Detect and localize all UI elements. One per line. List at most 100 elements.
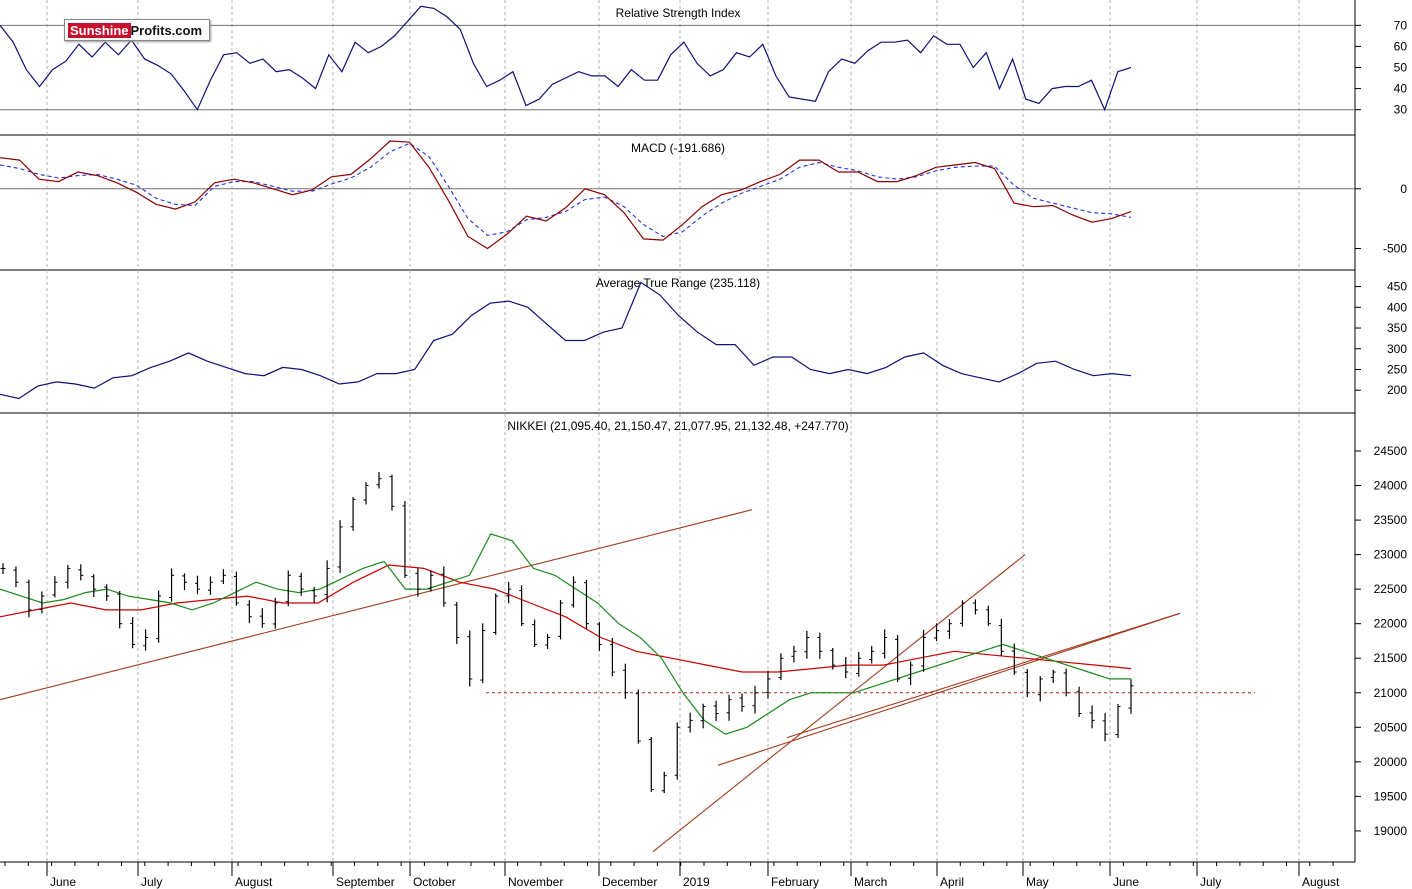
price-bar: [583, 579, 589, 629]
price-bar: [1128, 679, 1134, 714]
price-bar: [596, 621, 602, 652]
price-bar: [143, 629, 149, 651]
price-bar: [972, 599, 978, 615]
price-bar: [843, 657, 849, 679]
price-bar: [493, 593, 499, 635]
price-bar: [1050, 669, 1056, 683]
x-tick-label: October: [413, 875, 456, 889]
price-bar: [739, 693, 745, 712]
nikkei-title: NIKKEI (21,095.40, 21,150.47, 21,077.95,…: [507, 419, 848, 433]
x-tick-label: December: [602, 875, 657, 889]
price-bar: [895, 634, 901, 683]
price-bar: [817, 632, 823, 659]
price-bar: [363, 482, 369, 505]
y-axis-ticks: 19000 19500 20000 20500 21000 21500 22000 22500…: [1355, 444, 1407, 838]
price-bar: [454, 601, 460, 644]
price-bar: [830, 648, 836, 670]
price-bar: [998, 618, 1004, 657]
y-tick-label: 250: [1387, 362, 1407, 376]
price-bar: [921, 629, 927, 672]
price-bar: [39, 591, 45, 614]
moving-average-long: [0, 564, 1132, 673]
price-bar: [78, 564, 84, 581]
price-bar: [1102, 712, 1108, 742]
x-tick-label: June: [1113, 875, 1139, 889]
trend-line: [652, 554, 1026, 853]
x-tick-label: 2019: [683, 875, 710, 889]
price-bar: [1089, 705, 1095, 729]
price-bar: [532, 619, 538, 647]
price-bar: [1037, 676, 1043, 702]
y-tick-label: 300: [1387, 342, 1407, 356]
price-bar: [182, 573, 188, 591]
y-axis-ticks: 30 40 50 60 70: [1355, 18, 1408, 117]
price-bar: [856, 651, 862, 677]
y-tick-label: 22500: [1374, 582, 1408, 596]
rsi-series-line: [0, 5, 1132, 112]
price-bar: [415, 568, 421, 597]
moving-average-short: [0, 533, 1131, 735]
price-bar: [350, 497, 356, 531]
y-tick-label: 21000: [1374, 686, 1408, 700]
x-tick-label: August: [235, 875, 273, 889]
price-bar: [246, 600, 252, 624]
price-bar: [609, 637, 615, 677]
price-bar: [428, 570, 434, 592]
price-bar: [674, 722, 680, 780]
price-bar: [570, 576, 576, 608]
price-bar: [804, 630, 810, 659]
price-bar: [402, 501, 408, 578]
y-tick-label: 24500: [1374, 444, 1408, 458]
price-bar: [519, 585, 525, 627]
y-tick-label: 50: [1394, 61, 1408, 75]
y-tick-label: 19500: [1374, 789, 1408, 803]
price-bar: [194, 575, 200, 595]
price-bar: [687, 712, 693, 733]
x-tick-label: April: [940, 875, 964, 889]
logo-word-sunshine: Sunshine: [68, 23, 131, 38]
price-bar: [791, 645, 797, 663]
y-tick-label: 400: [1387, 300, 1407, 314]
price-bar: [946, 619, 952, 639]
price-bar: [311, 586, 317, 603]
price-bar: [130, 617, 136, 649]
price-bar: [117, 590, 123, 629]
price-bar: [1076, 686, 1082, 717]
x-axis: June July August September October November De…: [0, 861, 1355, 889]
price-bar: [233, 571, 239, 606]
price-bar: [104, 584, 110, 601]
macd-title: MACD (-191.686): [631, 141, 725, 155]
price-bar: [337, 520, 343, 573]
price-bar: [1115, 703, 1121, 738]
price-bar: [778, 653, 784, 681]
price-bar: [869, 645, 875, 664]
logo-word-profits: Profits.com: [130, 23, 203, 38]
price-bar: [882, 629, 888, 659]
price-bar: [726, 694, 732, 721]
price-bar: [65, 564, 71, 589]
y-axis-ticks: 0 -500: [1355, 182, 1407, 255]
x-tick-label: May: [1026, 875, 1049, 889]
y-axis-ticks: 200 250 300 350 400 450: [1355, 280, 1407, 397]
y-tick-label: 20500: [1374, 720, 1408, 734]
price-bar: [1063, 668, 1069, 697]
atr-title: Average True Range (235.118): [596, 276, 760, 290]
y-tick-label: 24000: [1374, 479, 1408, 493]
y-tick-label: 450: [1387, 280, 1407, 294]
price-bar: [52, 576, 58, 598]
price-bar: [635, 689, 641, 744]
price-bar: [1011, 643, 1017, 675]
price-bar: [156, 590, 162, 643]
price-bar: [934, 623, 940, 642]
price-bar: [765, 670, 771, 699]
price-bar: [700, 703, 706, 729]
x-tick-label: August: [1302, 875, 1340, 889]
price-bar: [298, 572, 304, 596]
price-bar: [26, 579, 32, 618]
price-bar: [272, 597, 278, 629]
price-bars: [0, 471, 1134, 794]
y-tick-label: 200: [1387, 383, 1407, 397]
trend-line: [717, 612, 1181, 766]
x-tick-label: September: [336, 875, 395, 889]
